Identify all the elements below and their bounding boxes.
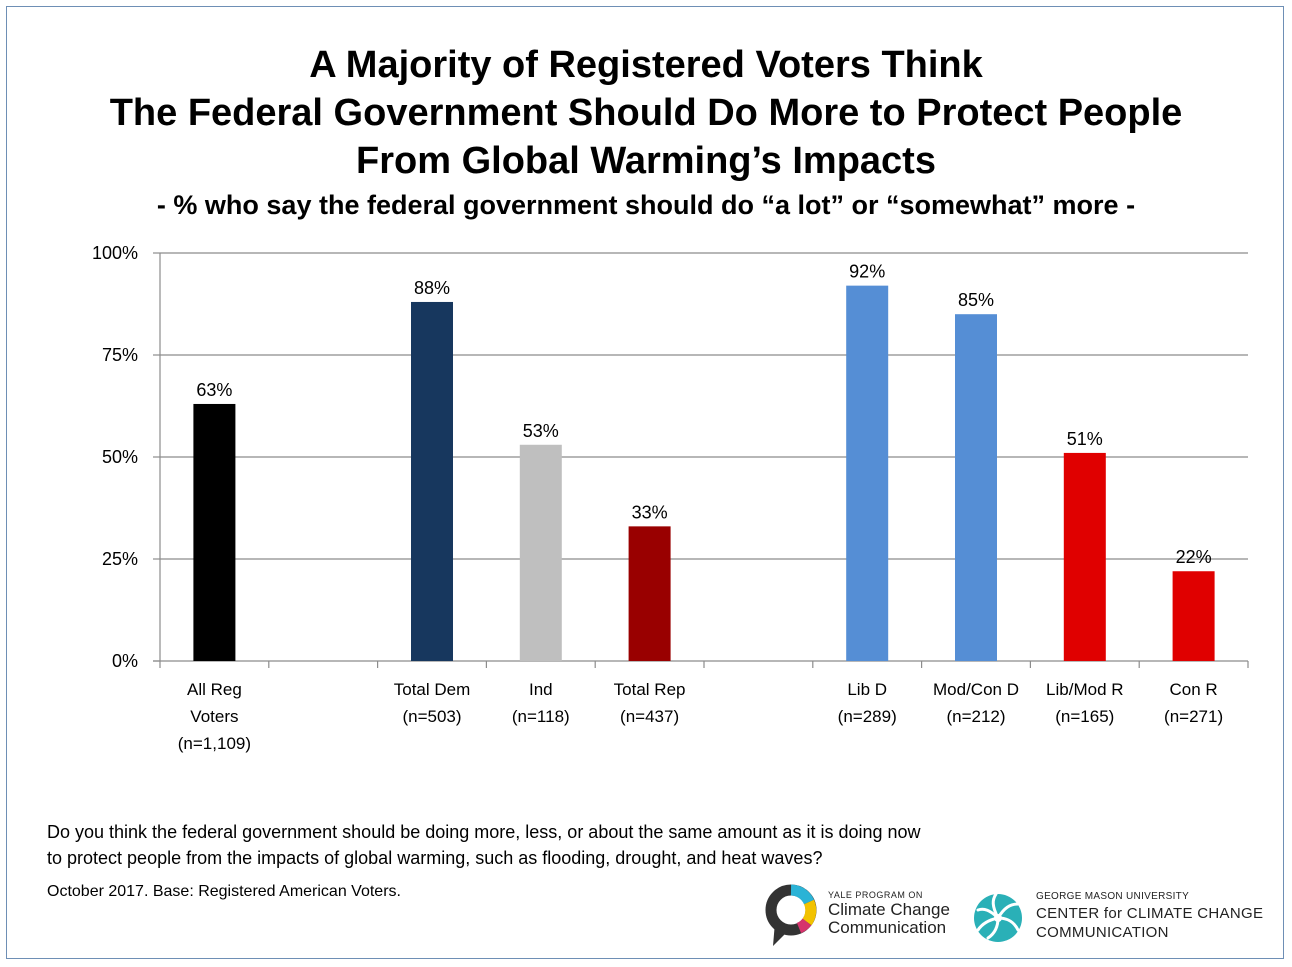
x-category-label: Con R <box>1170 680 1218 699</box>
x-category-label: Lib/Mod R <box>1046 680 1123 699</box>
x-category-label: (n=289) <box>838 707 897 726</box>
x-category-label: (n=165) <box>1055 707 1114 726</box>
bar-value-label: 63% <box>196 380 232 400</box>
yale-logo-line-1: Climate Change <box>828 900 950 919</box>
bar <box>1172 571 1215 661</box>
x-category-label: (n=503) <box>402 707 461 726</box>
x-category-label: Lib D <box>847 680 887 699</box>
x-category-label: (n=212) <box>946 707 1005 726</box>
chart-title-line-2: The Federal Government Should Do More to… <box>109 92 1183 134</box>
x-category-label: (n=1,109) <box>178 734 251 753</box>
bar <box>519 444 562 661</box>
y-tick-label: 0% <box>112 651 138 671</box>
bar <box>1063 452 1106 661</box>
chart-subtitle: - % who say the federal government shoul… <box>156 190 1136 220</box>
chart-title-line-3: From Global Warming’s Impacts <box>356 140 936 182</box>
bar <box>193 403 236 661</box>
x-category-label: Mod/Con D <box>933 680 1019 699</box>
chart-title-line-1: A Majority of Registered Voters Think <box>309 44 983 86</box>
y-tick-label: 75% <box>102 345 138 365</box>
bar-value-label: 88% <box>414 278 450 298</box>
bar-value-label: 51% <box>1067 429 1103 449</box>
bar <box>628 526 671 661</box>
y-tick-label: 100% <box>92 243 138 263</box>
bar <box>411 301 453 661</box>
x-category-label: (n=437) <box>620 707 679 726</box>
yale-logo-line-2: Communication <box>828 918 947 937</box>
y-tick-label: 50% <box>102 447 138 467</box>
bar-value-label: 85% <box>958 290 994 310</box>
bar <box>955 314 997 661</box>
x-category-label: Total Rep <box>614 680 686 699</box>
gmu-logo-line-2: COMMUNICATION <box>1036 924 1169 941</box>
bar-value-label: 53% <box>523 421 559 441</box>
gmu-logo-line-1: CENTER for CLIMATE CHANGE <box>1036 905 1264 922</box>
source-note: October 2017. Base: Registered American … <box>47 883 401 900</box>
question-line-1: Do you think the federal government shou… <box>47 822 921 842</box>
bar <box>846 285 889 661</box>
gmu-logo-small: GEORGE MASON UNIVERSITY <box>1036 891 1190 902</box>
chart-frame <box>6 6 1284 959</box>
x-category-label: Ind <box>529 680 553 699</box>
bar-value-label: 22% <box>1176 547 1212 567</box>
x-category-label: All Reg <box>187 680 242 699</box>
x-category-label: Total Dem <box>394 680 471 699</box>
x-category-label: (n=271) <box>1164 707 1223 726</box>
yale-logo-icon <box>765 884 817 946</box>
question-line-2: to protect people from the impacts of gl… <box>47 848 823 868</box>
gmu-logo-icon <box>974 892 1022 942</box>
x-category-label: (n=118) <box>512 707 570 726</box>
x-category-label: Voters <box>190 707 238 726</box>
bar-value-label: 33% <box>632 502 668 522</box>
yale-logo-small: YALE PROGRAM ON <box>828 890 923 900</box>
bar-value-label: 92% <box>849 262 885 282</box>
y-tick-label: 25% <box>102 549 138 569</box>
